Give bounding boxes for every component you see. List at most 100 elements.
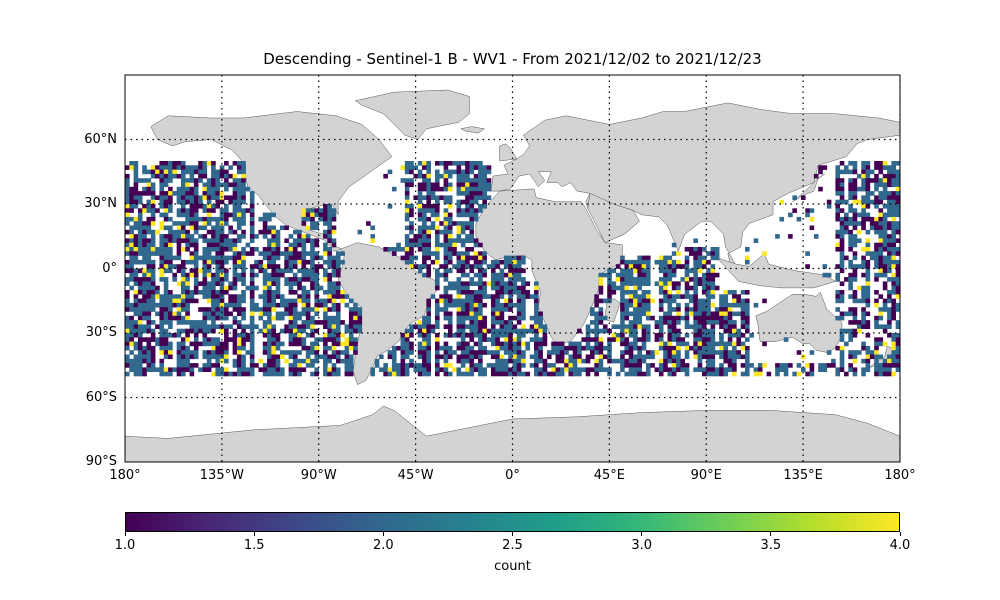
- count-cell: [314, 302, 320, 308]
- x-tick-label: 0°: [505, 468, 520, 483]
- count-cell: [542, 341, 548, 347]
- count-cell: [262, 272, 268, 278]
- count-cell: [396, 371, 401, 377]
- count-cell: [422, 371, 427, 377]
- count-cell: [516, 272, 522, 278]
- count-cell: [671, 350, 677, 355]
- count-cell: [680, 315, 686, 321]
- count-cell: [288, 277, 294, 282]
- count-cell: [185, 328, 190, 334]
- count-cell: [284, 307, 289, 312]
- count-cell: [422, 328, 427, 334]
- count-cell: [891, 199, 896, 205]
- count-cell: [417, 371, 423, 377]
- count-cell: [865, 302, 871, 308]
- count-cell: [129, 324, 134, 329]
- count-cell: [844, 277, 849, 282]
- count-cell: [288, 290, 294, 295]
- count-cell: [305, 315, 311, 321]
- count-cell: [732, 371, 737, 377]
- count-cell: [211, 178, 216, 183]
- count-cell: [473, 333, 479, 338]
- count-cell: [159, 328, 165, 334]
- count-cell: [323, 259, 328, 265]
- count-cell: [581, 345, 586, 351]
- count-cell: [443, 302, 449, 308]
- count-cell: [163, 251, 169, 256]
- count-cell: [891, 178, 896, 183]
- count-cell: [163, 320, 169, 325]
- count-cell: [602, 298, 608, 304]
- count-cell: [671, 272, 677, 278]
- count-cell: [353, 337, 358, 342]
- count-cell: [874, 290, 879, 295]
- count-cell: [146, 264, 152, 269]
- count-cell: [706, 311, 711, 317]
- count-cell: [301, 302, 307, 308]
- count-cell: [456, 255, 462, 261]
- count-cell: [168, 333, 173, 338]
- count-cell: [211, 186, 216, 192]
- count-cell: [301, 259, 307, 265]
- count-cell: [641, 294, 647, 299]
- count-cell: [305, 333, 311, 338]
- count-cell: [271, 294, 276, 299]
- count-cell: [413, 363, 419, 368]
- count-cell: [262, 255, 268, 261]
- count-cell: [852, 264, 858, 269]
- count-cell: [435, 212, 440, 218]
- count-cell: [456, 298, 462, 304]
- count-cell: [697, 255, 703, 261]
- count-cell: [473, 251, 479, 256]
- count-cell: [146, 208, 152, 213]
- count-cell: [125, 337, 130, 342]
- count-cell: [323, 302, 328, 308]
- count-cell: [267, 216, 272, 222]
- count-cell: [310, 277, 315, 282]
- count-cell: [460, 208, 466, 213]
- count-cell: [684, 333, 690, 338]
- count-cell: [443, 294, 449, 299]
- count-cell: [645, 255, 651, 261]
- count-cell: [404, 195, 410, 200]
- count-cell: [310, 358, 315, 364]
- count-cell: [391, 363, 397, 368]
- count-cell: [137, 238, 143, 243]
- count-cell: [891, 341, 896, 347]
- count-cell: [443, 242, 449, 248]
- count-cell: [426, 324, 431, 329]
- count-cell: [288, 307, 294, 312]
- count-cell: [159, 247, 165, 252]
- count-cell: [241, 367, 246, 372]
- count-cell: [620, 268, 625, 274]
- count-cell: [159, 341, 165, 347]
- count-cell: [620, 294, 625, 299]
- count-cell: [198, 195, 203, 200]
- count-cell: [538, 328, 543, 334]
- count-cell: [353, 324, 358, 329]
- count-cell: [478, 350, 483, 355]
- count-cell: [465, 182, 470, 188]
- count-cell: [430, 221, 436, 226]
- count-cell: [693, 315, 698, 321]
- count-cell: [258, 268, 264, 274]
- count-cell: [305, 234, 311, 239]
- count-cell: [404, 259, 410, 265]
- count-cell: [727, 302, 733, 308]
- count-cell: [258, 358, 264, 364]
- count-cell: [236, 225, 242, 231]
- count-cell: [594, 337, 599, 342]
- count-cell: [469, 281, 475, 286]
- count-cell: [150, 165, 156, 170]
- count-cell: [292, 238, 298, 243]
- count-cell: [331, 290, 337, 295]
- count-cell: [856, 186, 862, 192]
- count-cell: [757, 367, 763, 372]
- count-cell: [478, 272, 483, 278]
- count-cell: [198, 324, 203, 329]
- count-cell: [323, 367, 328, 372]
- count-cell: [125, 251, 130, 256]
- count-cell: [193, 186, 199, 192]
- count-cell: [478, 320, 483, 325]
- count-cell: [172, 277, 177, 282]
